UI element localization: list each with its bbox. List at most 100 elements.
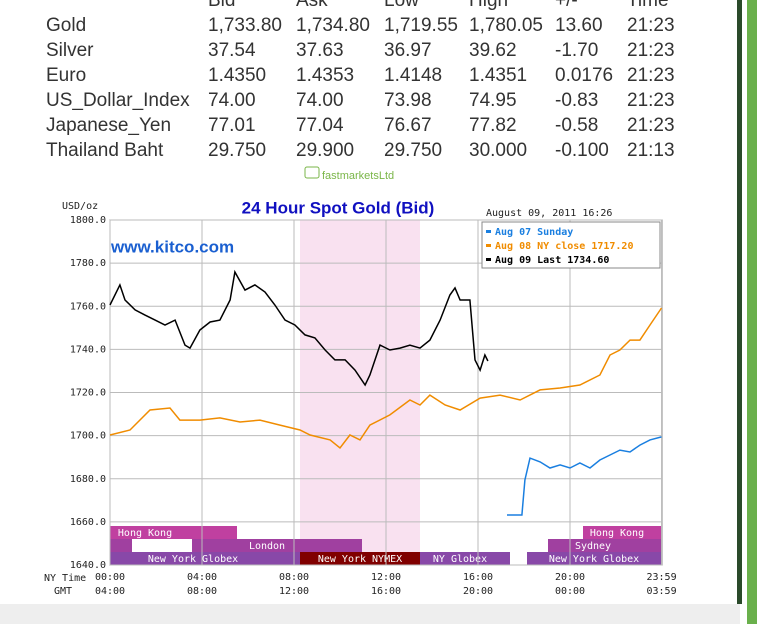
timestamp: August 09, 2011 16:26 bbox=[486, 208, 612, 219]
session-label: NY Globex bbox=[433, 554, 487, 565]
cell: 29.750 bbox=[384, 140, 442, 161]
cell: 37.54 bbox=[208, 40, 256, 61]
legend-label: Aug 08 NY close 1717.20 bbox=[495, 241, 633, 252]
cell: 21:23 bbox=[627, 115, 675, 136]
x-tick-label: 16:00 bbox=[463, 572, 493, 583]
cell: 36.97 bbox=[384, 40, 432, 61]
session-bar bbox=[110, 526, 237, 539]
session-bar bbox=[548, 539, 662, 552]
x2-tick-label: 00:00 bbox=[555, 586, 585, 597]
cell: 73.98 bbox=[384, 90, 432, 111]
cell: 21:23 bbox=[627, 65, 675, 86]
x-tick-label: 20:00 bbox=[555, 572, 585, 583]
x-row-label: NY Time bbox=[44, 573, 86, 584]
side-bar bbox=[747, 0, 757, 624]
legend-label: Aug 09 Last 1734.60 bbox=[495, 255, 609, 266]
x2-tick-label: 03:59 bbox=[646, 586, 676, 597]
x2-tick-label: 04:00 bbox=[95, 586, 125, 597]
session-label: Hong Kong bbox=[118, 528, 172, 539]
cell: 74.95 bbox=[469, 90, 517, 111]
table-header: Time bbox=[627, 0, 669, 11]
session-gap bbox=[132, 539, 192, 552]
x-tick-label: 08:00 bbox=[279, 572, 309, 583]
cell: 77.01 bbox=[208, 115, 256, 136]
row-name: Japanese_Yen bbox=[46, 115, 171, 136]
x-tick-label: 12:00 bbox=[371, 572, 401, 583]
session-label: Sydney bbox=[575, 541, 611, 552]
legend-swatch bbox=[486, 230, 491, 233]
cell: 77.04 bbox=[296, 115, 344, 136]
source-logo: fastmarketsLtd bbox=[322, 170, 394, 182]
table-header: +/- bbox=[555, 0, 578, 11]
cell: 74.00 bbox=[208, 90, 256, 111]
footer-strip bbox=[0, 604, 740, 624]
legend-box bbox=[481, 221, 661, 269]
cell: 1,780.05 bbox=[469, 15, 543, 36]
table-header: Ask bbox=[296, 0, 328, 11]
x-tick-label: 00:00 bbox=[95, 572, 125, 583]
session-bar bbox=[420, 552, 510, 565]
legend-label: Aug 07 Sunday bbox=[495, 227, 573, 238]
y-tick-label: 1660.0 bbox=[70, 517, 106, 528]
session-label: New York NYMEX bbox=[318, 554, 402, 565]
cell: 1.4351 bbox=[469, 65, 527, 86]
cell: 1.4350 bbox=[208, 65, 266, 86]
series-line bbox=[507, 436, 662, 516]
row-name: Silver bbox=[46, 40, 94, 61]
session-bar bbox=[300, 552, 420, 565]
cell: 37.63 bbox=[296, 40, 344, 61]
x2-tick-label: 12:00 bbox=[279, 586, 309, 597]
x2-tick-label: 08:00 bbox=[187, 586, 217, 597]
chart-title: 24 Hour Spot Gold (Bid) bbox=[242, 198, 435, 217]
cell: 1,734.80 bbox=[296, 15, 370, 36]
cell: 21:23 bbox=[627, 40, 675, 61]
row-name: US_Dollar_Index bbox=[46, 90, 190, 111]
cell: 1,733.80 bbox=[208, 15, 282, 36]
y-tick-label: 1720.0 bbox=[70, 388, 106, 399]
y-tick-label: 1780.0 bbox=[70, 258, 106, 269]
session-label: New York Globex bbox=[148, 554, 238, 565]
y-tick-label: 1800.0 bbox=[70, 215, 106, 226]
table-header: High bbox=[469, 0, 508, 11]
cell: 76.67 bbox=[384, 115, 432, 136]
cell: -0.83 bbox=[555, 90, 598, 111]
y-tick-label: 1680.0 bbox=[70, 474, 106, 485]
source-logo-icon bbox=[304, 166, 320, 179]
cell: -0.100 bbox=[555, 140, 609, 161]
cell: 39.62 bbox=[469, 40, 517, 61]
divider bbox=[737, 0, 742, 604]
row-name: Gold bbox=[46, 15, 86, 36]
y-tick-label: 1760.0 bbox=[70, 301, 106, 312]
session-bar bbox=[527, 552, 662, 565]
x2-row-label: GMT bbox=[54, 586, 72, 597]
x2-tick-label: 16:00 bbox=[371, 586, 401, 597]
table-header: Low bbox=[384, 0, 419, 11]
cell: 0.0176 bbox=[555, 65, 613, 86]
cell: -0.58 bbox=[555, 115, 598, 136]
cell: 21:23 bbox=[627, 15, 675, 36]
row-name: Euro bbox=[46, 65, 86, 86]
cell: 1.4353 bbox=[296, 65, 354, 86]
cell: -1.70 bbox=[555, 40, 598, 61]
y-axis-unit: USD/oz bbox=[62, 201, 98, 212]
session-label: Hong Kong bbox=[590, 528, 644, 539]
cell: 29.750 bbox=[208, 140, 266, 161]
series-line bbox=[109, 307, 663, 449]
session-label: London bbox=[249, 541, 285, 552]
y-tick-label: 1700.0 bbox=[70, 431, 106, 442]
y-tick-label: 1640.0 bbox=[70, 560, 106, 571]
session-label: New York Globex bbox=[549, 554, 639, 565]
cell: 29.900 bbox=[296, 140, 354, 161]
x2-tick-label: 20:00 bbox=[463, 586, 493, 597]
legend-swatch bbox=[486, 244, 491, 247]
session-bar bbox=[110, 552, 300, 565]
cell: 77.82 bbox=[469, 115, 517, 136]
x-tick-label: 04:00 bbox=[187, 572, 217, 583]
cell: 13.60 bbox=[555, 15, 603, 36]
cell: 1.4148 bbox=[384, 65, 442, 86]
cell: 30.000 bbox=[469, 140, 527, 161]
cell: 21:13 bbox=[627, 140, 675, 161]
x-tick-label: 23:59 bbox=[646, 572, 676, 583]
legend-swatch bbox=[486, 258, 491, 261]
y-tick-label: 1740.0 bbox=[70, 344, 106, 355]
